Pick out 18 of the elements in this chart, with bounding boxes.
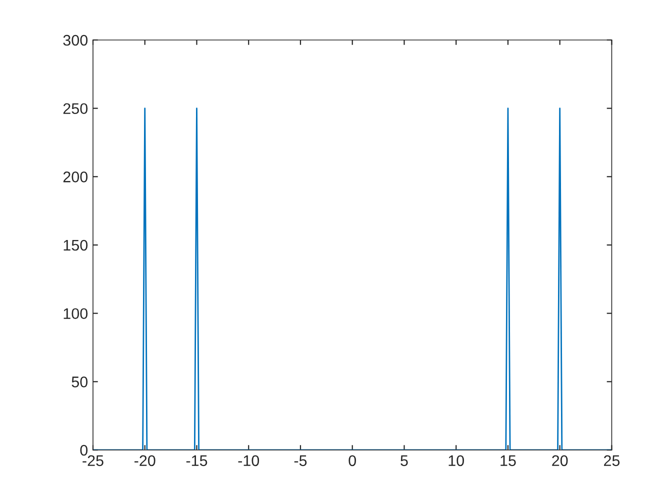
x-tick-label: 10 (448, 455, 464, 466)
y-tick-label: 200 (63, 172, 88, 182)
y-tick-label: 0 (80, 444, 88, 456)
x-tick-label: -5 (294, 455, 307, 466)
x-tick-label: 0 (348, 455, 356, 466)
x-tick-label: 20 (552, 455, 568, 466)
y-tick-label: 100 (64, 308, 88, 320)
x-tick-label: -15 (186, 455, 208, 466)
x-tick-label: 15 (500, 455, 516, 466)
x-tick-label: -10 (238, 455, 260, 466)
y-tick-label: 300 (63, 34, 88, 46)
y-tick-label: 150 (64, 240, 88, 251)
y-tick-label: 50 (72, 376, 88, 388)
x-tick-label: 25 (604, 455, 620, 466)
y-tick-label: 250 (63, 103, 88, 114)
x-tick-label: -25 (82, 455, 104, 466)
x-tick-label: -20 (134, 455, 156, 466)
x-tick-label: 5 (400, 455, 408, 466)
